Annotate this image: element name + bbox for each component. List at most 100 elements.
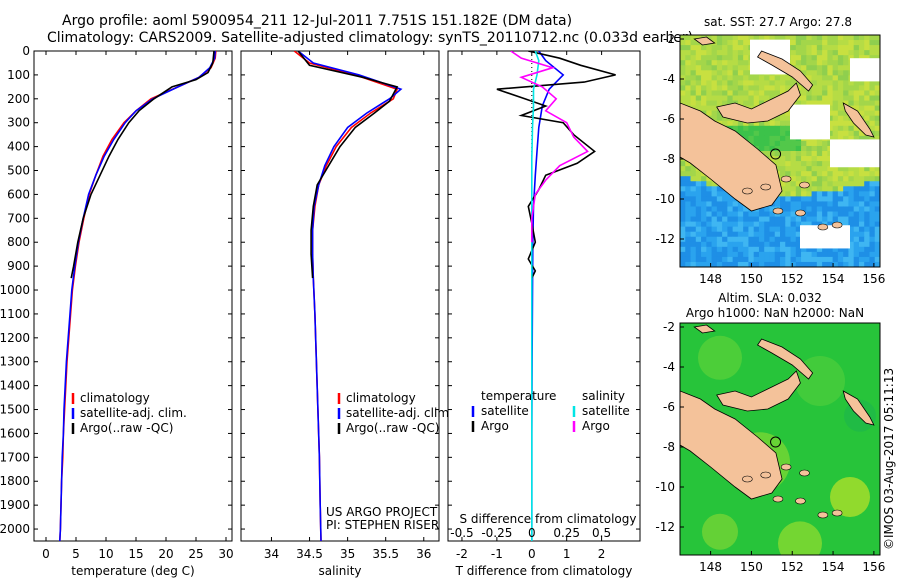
sst-cell [811,251,818,258]
sst-cell [806,251,813,258]
sst-cell [780,166,786,172]
sst-cell [795,151,802,157]
sst-cell [816,211,823,218]
sst-cell [843,176,849,182]
sst-cell [774,90,781,97]
sst-cell [801,176,807,182]
sst-cell [858,130,865,137]
sst-cell [827,45,834,51]
sst-cell [858,35,865,41]
sst-cell [801,221,807,228]
sst-cell [806,161,813,167]
sst-cell [822,65,828,71]
sst-cell [748,35,755,41]
sst-cell [853,176,860,182]
small-island [831,509,843,517]
sst-cell [743,251,749,258]
s-diff-tick-label: -0.5 [450,526,473,540]
sst-cell [801,216,807,223]
sst-cell [716,226,723,233]
sst-cell [816,151,823,157]
sst-cell [732,231,739,238]
sst-cell [727,100,734,107]
sst-cell [748,216,755,223]
small-island [760,471,772,479]
sst-cell [858,206,865,213]
sst-cell [869,100,876,107]
sst-cell [864,226,870,233]
sst-cell [680,80,686,86]
sst-cell [874,216,880,223]
sla-anomaly-blob [698,335,742,380]
sst-cell [858,256,865,263]
sst-cell [701,261,707,267]
sst-cell [695,206,702,213]
sst-cell [801,161,807,167]
sst-cell [701,80,707,86]
credit-text: ©IMOS 03-Aug-2017 05:11:13 [882,368,896,550]
sst-cell [722,65,728,71]
sst-cell [716,40,723,46]
legend-label: satellite [481,404,529,418]
sst-cell [822,186,828,192]
sst-cell [816,176,823,182]
sst-cell [795,171,802,177]
sst-cell [874,236,880,243]
sst-cell [848,35,855,41]
sst-cell [811,45,818,51]
sst-cell [790,256,797,263]
sst-cell [774,251,781,258]
sst-cell [753,251,760,258]
sst-cell [832,75,839,81]
sst-cell [732,241,739,248]
sst-cell [732,236,739,243]
sst-cell [869,176,876,182]
sst-cell [706,251,713,258]
sst-cell [806,35,813,41]
sst-cell [680,35,686,41]
sst-cell [743,125,749,132]
sst-cell [701,211,707,218]
sst-cell [690,251,697,258]
sst-cell [806,191,813,197]
sst-cell [822,40,828,46]
sst-cell [769,140,776,147]
sst-cell [690,256,697,263]
sst-cell [822,211,828,218]
sst-cell [822,196,828,202]
sst-cell [701,176,707,182]
sst-cell [827,80,834,86]
sst-cell [706,226,713,233]
sst-cell [822,55,828,61]
sst-cell [785,261,792,267]
sst-cell [864,90,870,97]
bougainville-land [842,102,875,138]
sst-cell [748,75,755,81]
small-island [799,469,810,477]
sst-cell [706,70,713,76]
sst-cell [780,216,786,223]
sst-cell [716,110,723,117]
sla-anomaly-blob [830,477,870,517]
sst-cell [801,140,807,147]
sst-cell [806,50,813,56]
sst-cell [795,186,802,192]
sst-cell [769,226,776,233]
sst-cell [806,70,813,76]
sst-cell [790,216,797,223]
sst-cell [680,236,686,243]
sst-cell [743,95,749,102]
sst-cell [780,85,786,91]
sst-cell [743,70,749,76]
sst-cell [816,156,823,162]
sst-cell [858,191,865,197]
sst-cell [869,236,876,243]
sst-cell [822,191,828,197]
sst-cell [722,231,728,238]
sst-cell [690,236,697,243]
sst-cell [832,45,839,51]
sst-cell [716,256,723,263]
sst-cell [869,261,876,267]
sst-cell [811,100,818,107]
sst-cell [816,191,823,197]
